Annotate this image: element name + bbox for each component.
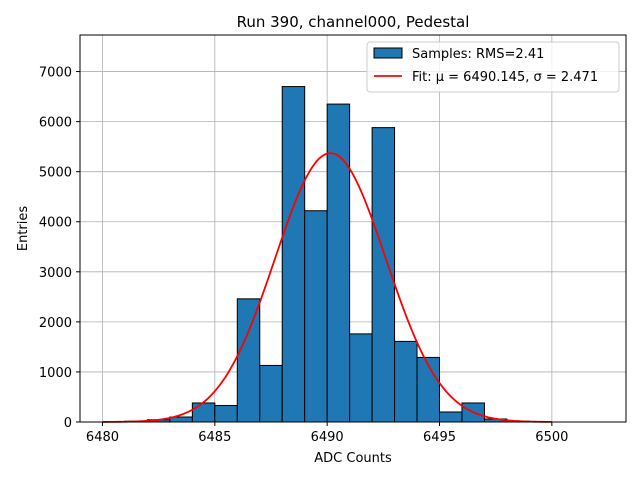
- histogram-bar: [236, 298, 261, 423]
- y-tick-label: 7000: [39, 66, 72, 81]
- histogram-bar: [416, 356, 441, 423]
- y-tick-label: 0: [64, 416, 72, 431]
- x-axis: 6480 6485 6490 6495 6500: [86, 422, 568, 445]
- x-axis-title: ADC Counts: [314, 451, 392, 466]
- histogram-bar: [326, 103, 351, 423]
- fit-curve: [102, 152, 552, 423]
- histogram-bar: [214, 404, 238, 423]
- histogram-bar: [439, 411, 463, 423]
- legend-swatch-samples: [373, 47, 403, 59]
- x-tick-label: 6480: [86, 430, 119, 445]
- histogram-bar: [304, 210, 328, 423]
- legend-label-fit: Fit: μ = 6490.145, σ = 2.471: [412, 70, 598, 85]
- y-tick-label: 3000: [39, 266, 72, 281]
- chart-title: Run 390, channel000, Pedestal: [237, 13, 470, 31]
- fit-curve-group: [102, 152, 552, 423]
- histogram-bar: [281, 86, 306, 423]
- histogram-bar: [349, 333, 373, 423]
- x-tick-label: 6500: [535, 430, 568, 445]
- histogram-bar: [259, 364, 283, 423]
- y-axis: 0 1000 2000 3000 4000 5000 6000 7000: [39, 66, 80, 431]
- legend-box: [366, 41, 620, 93]
- histogram-bar: [191, 402, 216, 423]
- legend: Samples: RMS=2.41 Fit: μ = 6490.145, σ =…: [366, 41, 620, 93]
- y-tick-label: 4000: [39, 216, 72, 231]
- x-tick-label: 6485: [198, 430, 231, 445]
- y-axis-title: Entries: [16, 206, 31, 252]
- y-tick-label: 2000: [39, 316, 72, 331]
- histogram-bar: [394, 340, 418, 423]
- y-tick-label: 5000: [39, 166, 72, 181]
- y-tick-label: 1000: [39, 366, 72, 381]
- x-tick-label: 6490: [311, 430, 344, 445]
- plot-frame: [79, 34, 627, 423]
- y-tick-label: 6000: [39, 116, 72, 131]
- legend-label-samples: Samples: RMS=2.41: [412, 47, 544, 62]
- x-tick-label: 6495: [423, 430, 456, 445]
